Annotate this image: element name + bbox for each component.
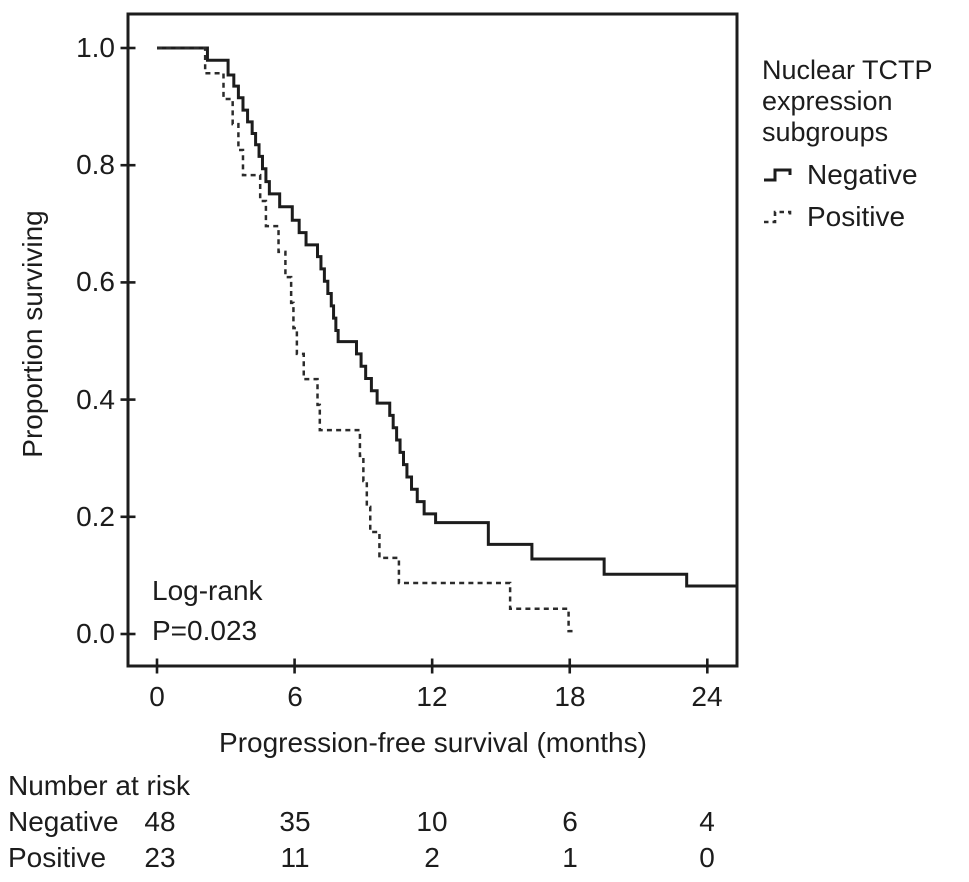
legend-title-line2: expression [762,86,893,116]
plot-border [126,12,739,668]
risk-table-title: Number at risk [8,770,191,801]
risk-value: 48 [144,806,176,837]
risk-value: 2 [424,842,440,873]
y-tick-label: 1.0 [76,32,115,63]
solid-step-line-icon [764,168,792,182]
x-tick-label: 0 [149,681,165,712]
legend-entry-positive: Positive [762,202,905,232]
risk-value: 0 [699,842,715,873]
x-axis-label: Progression-free survival (months) [219,727,647,758]
dashed-step-line-icon [764,210,792,224]
legend-title-line3: subgroups [762,117,889,147]
y-tick-label: 0.6 [76,266,115,297]
y-tick-label: 0.2 [76,501,115,532]
y-axis-label: Proportion surviving [17,210,48,458]
risk-value: 6 [562,806,578,837]
risk-value: 1 [562,842,578,873]
x-tick-label: 6 [287,681,303,712]
y-tick-label: 0.0 [76,618,115,649]
risk-value: 23 [144,842,176,873]
survival-curve-positive [157,46,574,633]
risk-value: 4 [699,806,715,837]
risk-value: 10 [416,806,448,837]
logrank-annotation-line2: P=0.023 [152,615,258,646]
legend-entry-negative: Negative [762,160,918,190]
legend: Nuclear TCTP expression subgroups Negati… [762,55,967,232]
risk-row-label-negative: Negative [8,806,119,837]
logrank-annotation: Log-rank P=0.023 [152,571,263,651]
x-tick-label: 12 [416,681,448,712]
y-tick-label: 0.8 [76,149,115,180]
y-tick-label: 0.4 [76,384,115,415]
logrank-annotation-line1: Log-rank [152,575,263,606]
x-tick-label: 18 [554,681,586,712]
x-tick-label: 24 [691,681,723,712]
legend-entry-label: Negative [807,159,918,190]
risk-row-label-positive: Positive [8,842,107,873]
survival-curve-negative [157,46,737,588]
risk-value: 11 [280,842,310,873]
legend-title-line1: Nuclear TCTP [762,55,933,85]
legend-entry-label: Positive [807,201,906,232]
risk-value: 35 [279,806,311,837]
